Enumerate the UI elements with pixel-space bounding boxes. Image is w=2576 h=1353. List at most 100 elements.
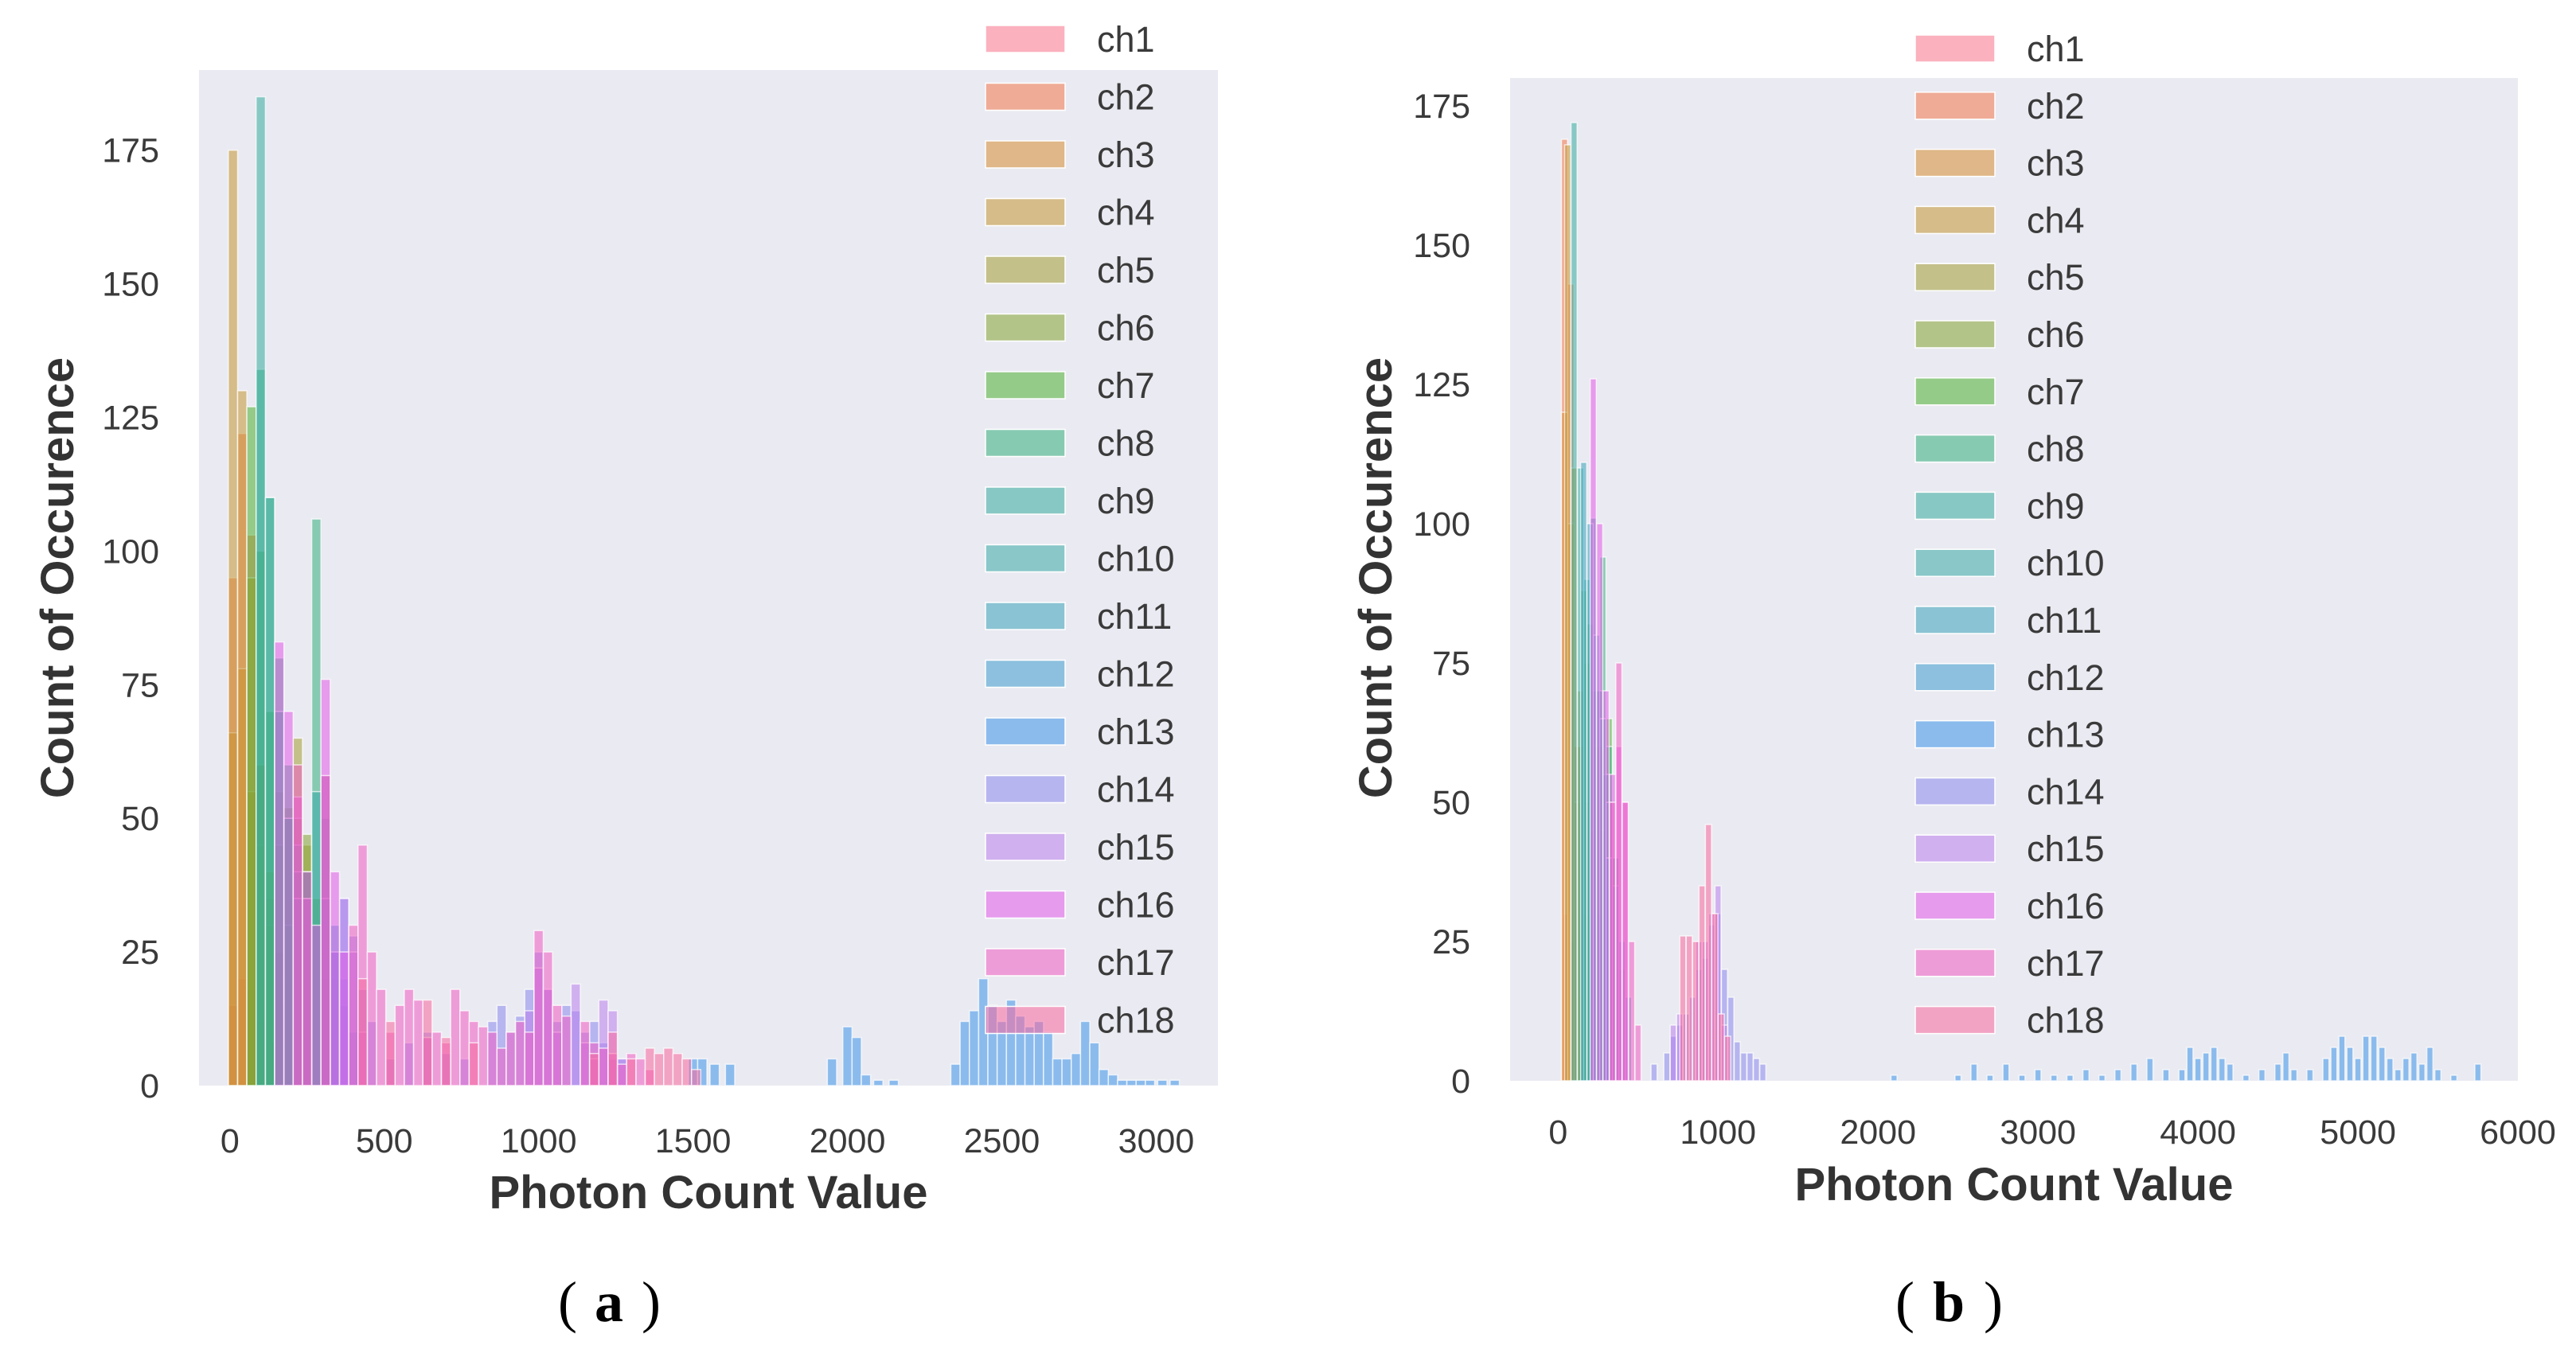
x-tick-label: 3000: [2000, 1113, 2076, 1152]
bar-ch18: [681, 1058, 693, 1086]
bar-ch13: [841, 1026, 853, 1086]
legend-swatch-ch1: [985, 25, 1066, 53]
legend-label-ch14: ch14: [1097, 770, 1175, 810]
svg-text:): ): [642, 1270, 661, 1334]
legend-label-ch4: ch4: [2027, 200, 2085, 240]
legend-label-ch8: ch8: [2027, 429, 2085, 470]
bar-ch17: [1609, 801, 1617, 1082]
legend-label-ch13: ch13: [2027, 715, 2105, 755]
bar-ch13: [2114, 1069, 2122, 1082]
legend-swatch-ch7: [1914, 377, 1996, 406]
bar-ch14: [1650, 1063, 1658, 1082]
legend-swatch-ch1: [1914, 34, 1996, 63]
legend-swatch-ch16: [1914, 891, 1996, 920]
bar-ch17: [412, 999, 423, 1086]
plot-area: [1510, 78, 2518, 1081]
legend-label-ch13: ch13: [1097, 712, 1175, 752]
legend-swatch-ch11: [1914, 606, 1996, 634]
bar-ch13: [2370, 1035, 2378, 1082]
bar-ch14: [1758, 1063, 1767, 1082]
bar-ch13: [2346, 1047, 2354, 1082]
bar-ch13: [2426, 1047, 2434, 1082]
y-tick-label: 175: [102, 132, 159, 170]
bar-ch13: [1126, 1079, 1137, 1086]
y-tick-label: 125: [1413, 366, 1470, 404]
bar-ch17: [1622, 801, 1630, 1082]
bar-ch13: [2002, 1063, 2010, 1082]
bar-ch18: [663, 1047, 674, 1086]
bar-ch13: [1145, 1079, 1156, 1086]
x-tick-label: 5000: [2320, 1113, 2396, 1152]
bar-ch17: [524, 1031, 535, 1086]
legend-label-ch3: ch3: [1097, 135, 1155, 175]
bar-ch18: [1698, 885, 1706, 1082]
legend: ch1 ch2 ch3 ch4 ch5 ch6 ch7 ch8 ch9 ch10 ch11 ch12 c…: [985, 19, 1175, 1041]
bar-ch13: [2338, 1035, 2346, 1082]
bar-ch13: [2378, 1047, 2386, 1082]
bar-ch18: [1692, 941, 1700, 1082]
bar-ch13: [2202, 1052, 2210, 1082]
bar-ch17: [616, 1063, 627, 1086]
histogram-bars: [1560, 122, 2482, 1082]
bar-ch17: [1628, 941, 1636, 1082]
bar-ch16: [1595, 523, 1604, 1082]
bar-ch13: [2418, 1063, 2426, 1082]
bar-ch13: [2306, 1069, 2314, 1082]
bar-ch13: [2322, 1058, 2330, 1082]
x-tick-label: 3000: [1118, 1122, 1195, 1160]
bar-ch18: [654, 1052, 665, 1086]
bar-ch17: [376, 988, 387, 1086]
x-tick-label: 4000: [2160, 1113, 2236, 1152]
legend-swatch-ch18: [1914, 1005, 1996, 1035]
legend-label-ch9: ch9: [1097, 481, 1155, 521]
legend-label-ch11: ch11: [1097, 596, 1172, 637]
bar-ch13: [709, 1063, 720, 1086]
histogram-bars: [228, 96, 1181, 1086]
svg-text:(: (: [1895, 1270, 1914, 1334]
bar-ch13: [2258, 1069, 2266, 1082]
panel-b-letter: b: [1933, 1270, 1965, 1334]
panel-a-caption: ( a ): [558, 1270, 661, 1334]
bar-ch16: [274, 641, 285, 1086]
x-tick-label: 500: [356, 1122, 413, 1160]
legend-label-ch12: ch12: [1097, 654, 1175, 695]
bar-ch13: [1071, 1052, 1082, 1086]
bar-ch13: [2362, 1035, 2370, 1082]
legend-label-ch7: ch7: [2027, 372, 2085, 412]
bar-ch16: [338, 951, 349, 1086]
legend-swatch-ch14: [1914, 777, 1996, 806]
y-axis-title: Count of Occurence: [32, 357, 84, 798]
legend-swatch-ch13: [1914, 719, 1996, 749]
bar-ch17: [552, 1004, 563, 1086]
bar-ch17: [1634, 1024, 1642, 1082]
bar-ch17: [478, 1026, 489, 1086]
bar-ch18: [1704, 824, 1712, 1082]
bar-ch14: [1746, 1052, 1754, 1082]
legend-swatch-ch3: [985, 140, 1066, 169]
bar-ch13: [1157, 1079, 1168, 1086]
bar-ch7: [246, 406, 257, 1086]
bar-ch13: [1061, 1058, 1072, 1086]
x-tick-label: 1000: [1680, 1113, 1756, 1152]
bar-ch13: [1117, 1079, 1128, 1086]
legend-swatch-ch6: [985, 313, 1066, 342]
bar-ch13: [1043, 1031, 1054, 1086]
legend-label-ch18: ch18: [1097, 1000, 1175, 1041]
series-ch17: [1609, 662, 1642, 1082]
legend-label-ch8: ch8: [1097, 423, 1155, 464]
bar-ch13: [2034, 1069, 2042, 1082]
legend-label-ch14: ch14: [2027, 771, 2105, 812]
bar-ch13: [2450, 1074, 2458, 1082]
bar-ch13: [851, 1036, 862, 1086]
bar-ch13: [1107, 1074, 1118, 1086]
legend-label-ch12: ch12: [2027, 657, 2105, 698]
bar-ch4: [236, 390, 248, 1086]
bar-ch18: [440, 1036, 451, 1086]
x-tick-label: 0: [1548, 1113, 1567, 1152]
legend-swatch-ch4: [1914, 205, 1996, 235]
legend-swatch-ch5: [1914, 263, 1996, 291]
bar-ch13: [1089, 1042, 1100, 1086]
legend-label-ch11: ch11: [2027, 600, 2102, 641]
bar-ch13: [969, 1010, 980, 1086]
x-tick-label: 6000: [2480, 1113, 2556, 1152]
